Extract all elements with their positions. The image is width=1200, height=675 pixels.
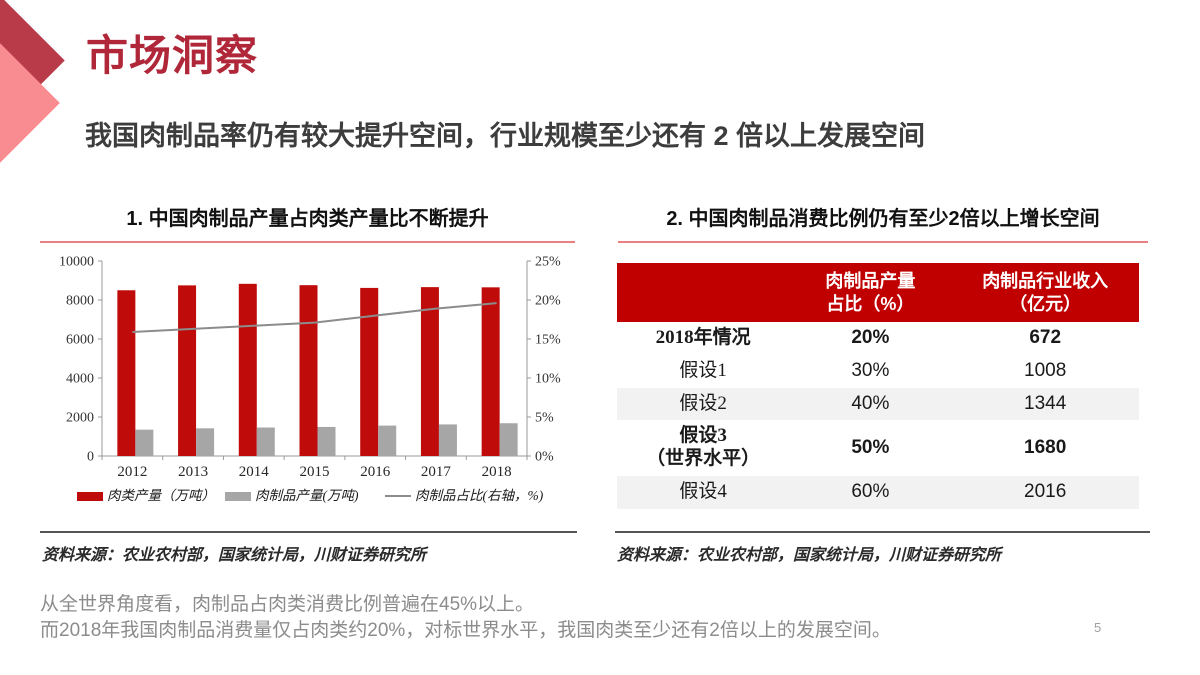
line-ratio bbox=[132, 302, 497, 333]
table-source: 资料来源：农业农村部，国家统计局，川财证券研究所 bbox=[617, 547, 1002, 564]
table-cell-share: 50% bbox=[851, 436, 890, 458]
table-cell-share: 20% bbox=[851, 327, 890, 348]
svg-text:2018: 2018 bbox=[482, 464, 512, 480]
table-heading-rule bbox=[618, 241, 1148, 243]
assumption-table: 肉制品产量 占比（%） 肉制品行业收入 （亿元） 2018年情况 20% 672 假设1… bbox=[617, 263, 1139, 509]
table-row: 假设2 40% 1344 bbox=[617, 387, 1139, 421]
svg-text:4000: 4000 bbox=[66, 372, 94, 387]
svg-text:0: 0 bbox=[87, 450, 94, 465]
bar-processed bbox=[317, 426, 336, 456]
bar-processed bbox=[135, 429, 154, 456]
page-number: 5 bbox=[1094, 620, 1102, 635]
svg-text:20%: 20% bbox=[535, 294, 561, 309]
source-divider-left bbox=[40, 531, 577, 533]
chart-svg: 0 2000 4000 6000 8000 10000 0% 5% 10% 15% 20% 25% 20… bbox=[59, 255, 561, 504]
bar-meat bbox=[360, 287, 379, 456]
table-cell-share: 30% bbox=[851, 359, 890, 381]
source-divider-right bbox=[615, 531, 1150, 533]
svg-text:6000: 6000 bbox=[66, 333, 94, 348]
bar-meat bbox=[117, 290, 136, 456]
slide-subtitle: 我国肉制品率仍有较大提升空间，行业规模至少还有 2 倍以上发展空间 bbox=[85, 121, 926, 151]
svg-text:10000: 10000 bbox=[59, 255, 94, 270]
bar-processed bbox=[438, 424, 457, 456]
svg-text:5%: 5% bbox=[535, 411, 554, 426]
bar-processed bbox=[499, 423, 518, 456]
page-title: 市场洞察 bbox=[86, 32, 259, 79]
table-cell-rowlabel: 假设2 bbox=[679, 392, 727, 414]
footer-note: 从全世界角度看，肉制品占肉类消费比例普遍在45%以上。 而2018年我国肉制品消… bbox=[40, 592, 891, 644]
bar-processed bbox=[378, 425, 397, 456]
table-cell-revenue: 2016 bbox=[1024, 480, 1067, 502]
svg-text:10%: 10% bbox=[535, 372, 561, 387]
table-cell-revenue: 1680 bbox=[1024, 436, 1067, 458]
svg-text:2000: 2000 bbox=[66, 411, 94, 426]
svg-text:2015: 2015 bbox=[300, 464, 330, 480]
svg-text:肉类产量（万吨）: 肉类产量（万吨） bbox=[107, 488, 215, 503]
svg-text:2014: 2014 bbox=[239, 464, 269, 480]
svg-text:肉制品产量(万吨): 肉制品产量(万吨) bbox=[255, 488, 359, 503]
svg-text:8000: 8000 bbox=[66, 294, 94, 309]
svg-text:2012: 2012 bbox=[117, 464, 147, 480]
table-row: 假设1 30% 1008 bbox=[617, 355, 1139, 388]
svg-text:2013: 2013 bbox=[178, 464, 208, 480]
table-col-header: 肉制品行业收入 （亿元） bbox=[951, 263, 1139, 322]
svg-text:25%: 25% bbox=[535, 255, 561, 270]
table-row: 假设4 60% 2016 bbox=[617, 475, 1139, 509]
table-cell-rowlabel: 假设4 bbox=[679, 480, 727, 502]
footer-line-2: 而2018年我国肉制品消费量仅占肉类约20%，对标世界水平，我国肉类至少还有2倍… bbox=[40, 620, 891, 641]
table-cell-share: 40% bbox=[851, 392, 890, 414]
table-cell-rowlabel: 假设3 （世界水平） bbox=[646, 425, 761, 470]
footer-line-1: 从全世界角度看，肉制品占肉类消费比例普遍在45%以上。 bbox=[40, 594, 535, 615]
svg-text:2017: 2017 bbox=[421, 464, 452, 480]
table-row: 假设3 （世界水平） 50% 1680 bbox=[617, 420, 1139, 476]
assumption-table-body: 2018年情况 20% 672 假设1 30% 1008 假设2 40% 1344 假设3 （世界… bbox=[617, 322, 1139, 509]
svg-text:15%: 15% bbox=[535, 333, 561, 348]
table-cell-revenue: 672 bbox=[1029, 327, 1062, 348]
svg-text:肉制品占比(右轴，%): 肉制品占比(右轴，%) bbox=[415, 488, 544, 503]
table-cell-rowlabel: 假设1 bbox=[679, 359, 727, 381]
table-cell-rowlabel: 2018年情况 bbox=[655, 327, 751, 348]
table-col-header: 肉制品产量 占比（%） bbox=[789, 263, 952, 322]
bar-meat bbox=[299, 285, 318, 456]
bar-meat bbox=[238, 283, 257, 456]
bar-meat bbox=[481, 287, 500, 456]
assumption-table-header: 肉制品产量 占比（%） 肉制品行业收入 （亿元） bbox=[617, 263, 1139, 322]
bar-meat bbox=[178, 285, 197, 456]
combo-chart: 0 2000 4000 6000 8000 10000 0% 5% 10% 15% 20% 25% 20… bbox=[40, 252, 575, 530]
table-cell-revenue: 1344 bbox=[1024, 392, 1067, 414]
table-heading: 2. 中国肉制品消费比例仍有至少2倍以上增长空间 bbox=[666, 208, 1100, 230]
svg-text:2016: 2016 bbox=[360, 464, 391, 480]
chart-heading-rule bbox=[40, 241, 575, 243]
chart-source: 资料来源：农业农村部，国家统计局，川财证券研究所 bbox=[42, 547, 427, 564]
table-col-header bbox=[617, 263, 790, 322]
table-row: 2018年情况 20% 672 bbox=[617, 322, 1139, 355]
svg-text:0%: 0% bbox=[535, 450, 554, 465]
table-cell-share: 60% bbox=[851, 480, 890, 502]
bar-processed bbox=[196, 428, 215, 456]
chart-heading: 1. 中国肉制品产量占肉类产量比不断提升 bbox=[126, 208, 489, 230]
bar-meat bbox=[420, 287, 439, 456]
table-cell-revenue: 1008 bbox=[1024, 359, 1067, 381]
bar-processed bbox=[256, 427, 275, 456]
